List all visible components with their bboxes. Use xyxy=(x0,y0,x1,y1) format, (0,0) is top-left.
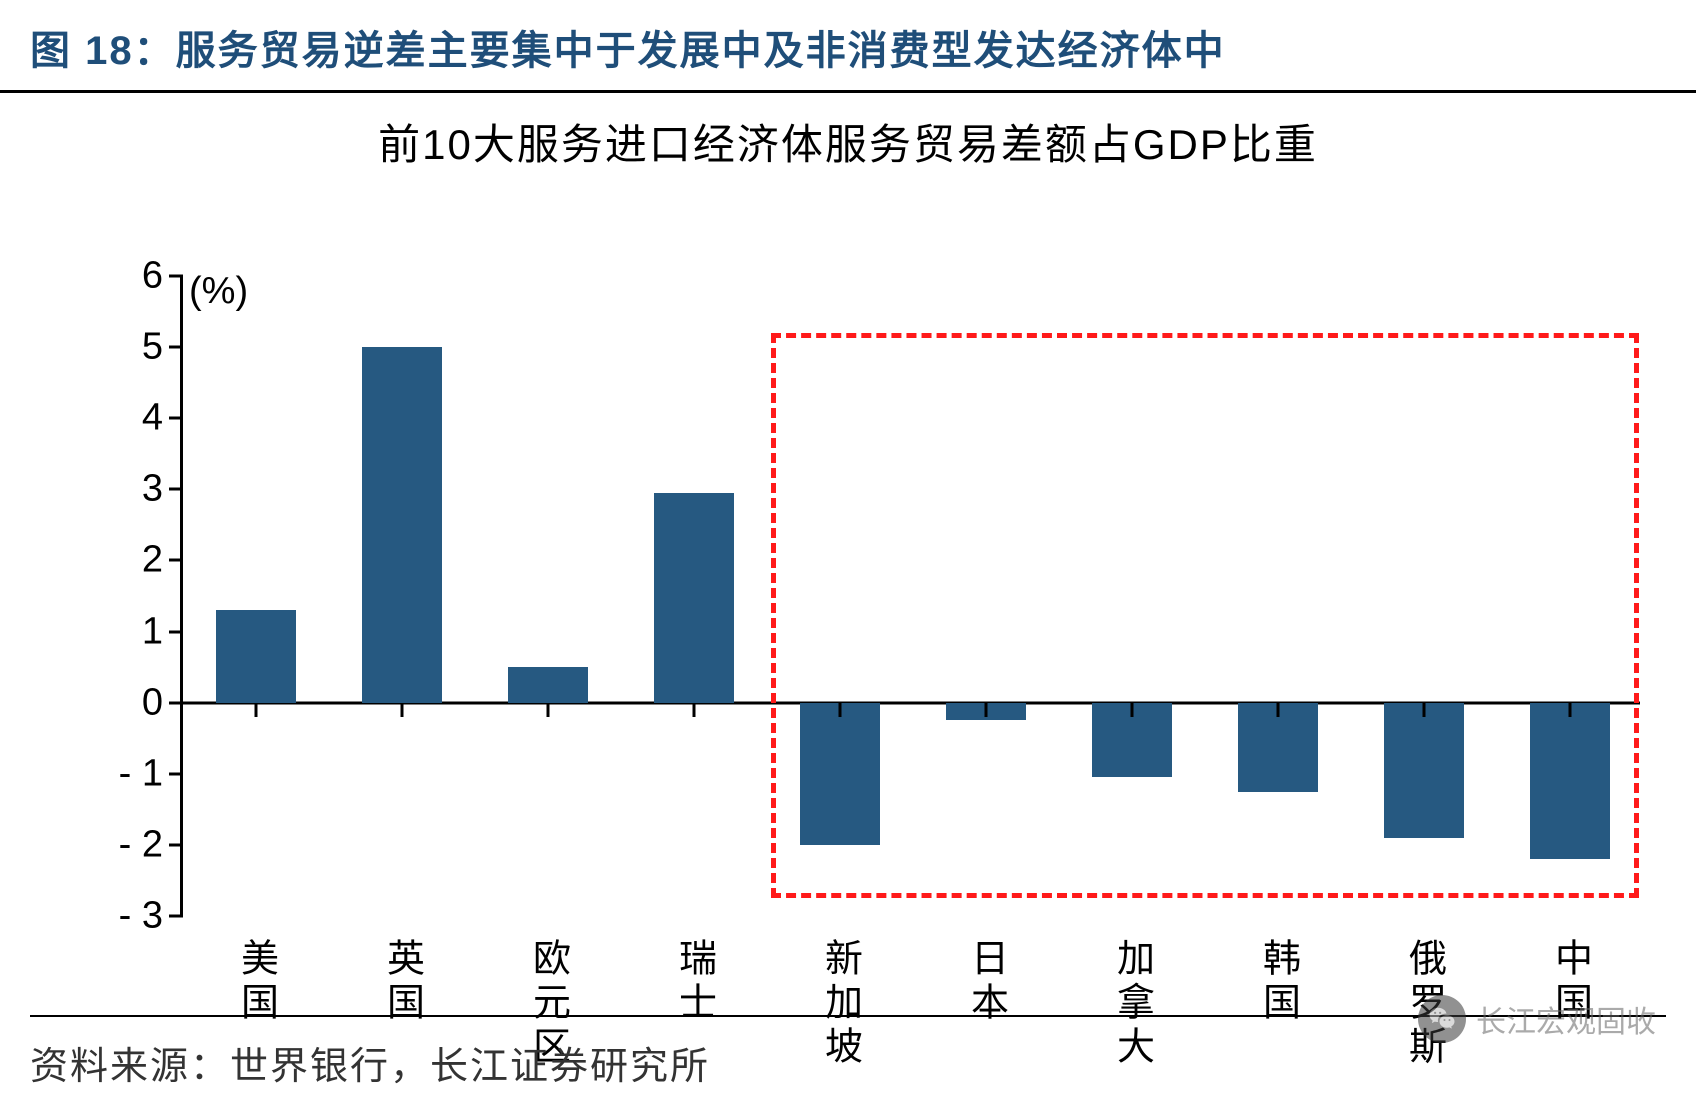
x-category-label: 韩国 xyxy=(1251,938,1306,1026)
watermark-text: 长江宏观固收 xyxy=(1476,997,1656,1041)
x-tick xyxy=(255,703,258,717)
x-category-label: 英国 xyxy=(375,938,430,1026)
y-tick-label: 0 xyxy=(142,681,183,724)
y-tick-label: 6 xyxy=(142,255,183,298)
bar xyxy=(1384,703,1464,838)
x-tick xyxy=(693,703,696,717)
y-tick-label: 3 xyxy=(142,468,183,511)
chart-title: 前10大服务进口经济体服务贸易差额占GDP比重 xyxy=(30,111,1666,172)
highlight-box xyxy=(771,333,1639,898)
x-tick xyxy=(1131,703,1134,717)
y-tick-label: 5 xyxy=(142,326,183,369)
bar xyxy=(654,493,734,703)
x-tick xyxy=(1423,703,1426,717)
y-tick-label: - 2 xyxy=(119,823,183,866)
bar xyxy=(216,610,296,702)
x-category-label: 新加坡 xyxy=(813,938,868,1070)
source-text: 资料来源：世界银行，长江证券研究所 xyxy=(30,1035,710,1090)
y-tick-label: 2 xyxy=(142,539,183,582)
bar xyxy=(508,667,588,703)
bar xyxy=(362,347,442,703)
bar xyxy=(800,703,880,845)
x-tick xyxy=(547,703,550,717)
x-tick xyxy=(985,703,988,717)
wechat-icon xyxy=(1418,995,1466,1043)
x-tick xyxy=(401,703,404,717)
watermark: 长江宏观固收 xyxy=(1418,995,1656,1043)
y-tick-label: - 3 xyxy=(119,895,183,938)
y-tick-label: 4 xyxy=(142,397,183,440)
figure-title: 图 18：服务贸易逆差主要集中于发展中及非消费型发达经济体中 xyxy=(0,0,1696,93)
x-tick xyxy=(839,703,842,717)
x-category-label: 瑞士 xyxy=(667,938,722,1026)
y-unit-label: (%) xyxy=(189,270,248,313)
y-tick-label: - 1 xyxy=(119,752,183,795)
bar xyxy=(1530,703,1610,859)
x-category-label: 日本 xyxy=(959,938,1014,1026)
plot-area: (%)- 3- 2- 10123456美国英国欧元区瑞士新加坡日本加拿大韩国俄罗… xyxy=(180,276,1640,916)
x-category-label: 加拿大 xyxy=(1105,938,1160,1070)
chart-container: 前10大服务进口经济体服务贸易差额占GDP比重 (%)- 3- 2- 10123… xyxy=(30,111,1666,172)
y-tick-label: 1 xyxy=(142,610,183,653)
x-category-label: 美国 xyxy=(229,938,284,1026)
x-tick xyxy=(1569,703,1572,717)
x-tick xyxy=(1277,703,1280,717)
